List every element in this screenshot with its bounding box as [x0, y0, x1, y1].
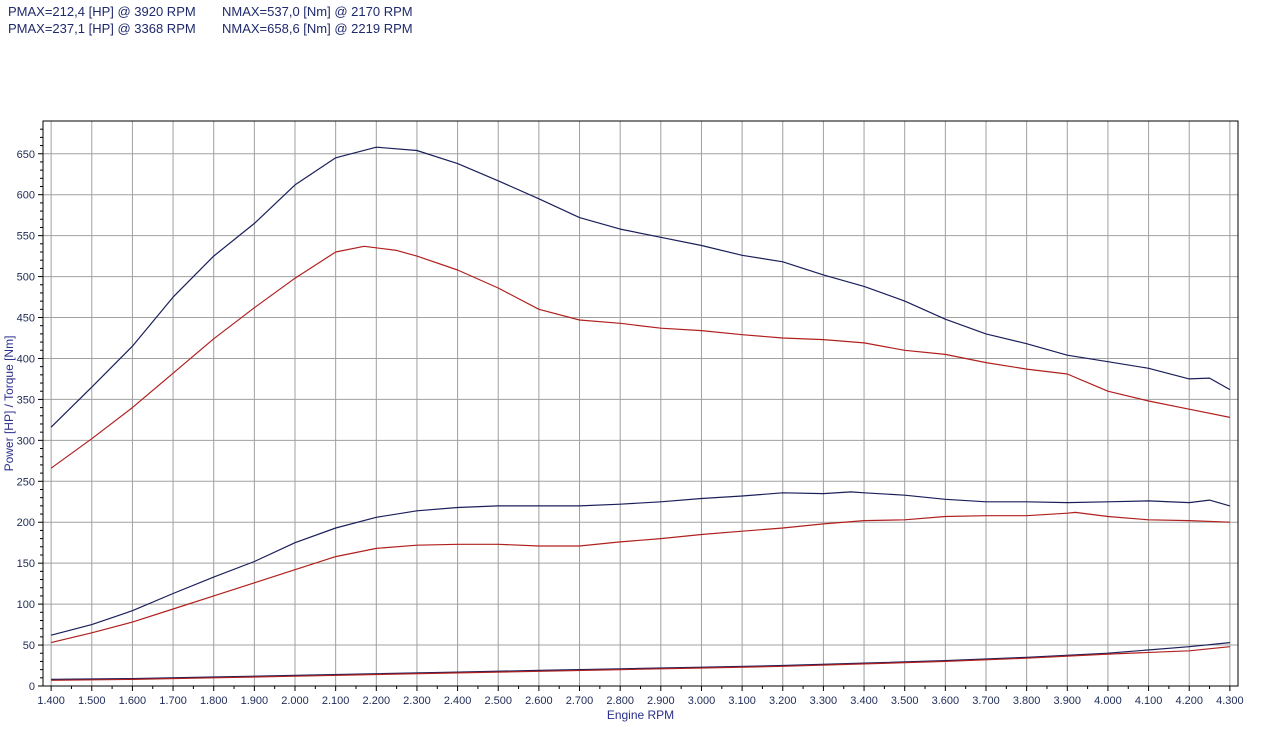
y-tick-label: 200 [17, 517, 35, 529]
pmax-stock: PMAX=212,4 [HP] @ 3920 RPM [8, 4, 196, 19]
x-tick-label: 2.000 [281, 695, 309, 707]
x-tick-label: 3.200 [769, 695, 797, 707]
y-tick-label: 100 [17, 599, 35, 611]
x-tick-label: 1.500 [78, 695, 106, 707]
nmax-tuned: NMAX=658,6 [Nm] @ 2219 RPM [222, 21, 413, 36]
x-tick-label: 3.300 [810, 695, 838, 707]
header-stats: PMAX=212,4 [HP] @ 3920 RPM NMAX=537,0 [N… [8, 3, 413, 37]
x-tick-label: 3.100 [728, 695, 756, 707]
y-tick-label: 450 [17, 313, 35, 325]
y-tick-label: 350 [17, 394, 35, 406]
x-axis-label: Engine RPM [607, 708, 674, 722]
pmax-tuned: PMAX=237,1 [HP] @ 3368 RPM [8, 21, 196, 36]
y-tick-label: 600 [17, 190, 35, 202]
y-tick-label: 250 [17, 476, 35, 488]
y-axis-label: Power [HP] / Torque [Nm] [2, 336, 16, 472]
x-tick-label: 2.500 [484, 695, 512, 707]
x-tick-label: 2.600 [525, 695, 553, 707]
x-tick-label: 1.400 [37, 695, 65, 707]
x-tick-label: 2.200 [363, 695, 391, 707]
x-tick-label: 2.400 [444, 695, 472, 707]
nmax-stock: NMAX=537,0 [Nm] @ 2170 RPM [222, 4, 413, 19]
series-line-loss-4 [51, 642, 1230, 680]
x-tick-label: 3.900 [1054, 695, 1082, 707]
series-line-power-3 [50, 511, 1230, 644]
y-tick-label: 300 [17, 435, 35, 447]
x-tick-label: 4.100 [1135, 695, 1163, 707]
series-group [50, 146, 1231, 681]
x-tick-label: 4.300 [1216, 695, 1244, 707]
x-tick-label: 4.200 [1175, 695, 1203, 707]
x-tick-label: 3.000 [688, 695, 716, 707]
y-tick-label: 150 [17, 558, 35, 570]
x-tick-label: 3.600 [932, 695, 960, 707]
series-line-loss-5 [51, 646, 1230, 681]
y-tick-label: 500 [17, 272, 35, 284]
x-tick-label: 2.800 [606, 695, 634, 707]
x-tick-label: 3.500 [891, 695, 919, 707]
grid [43, 121, 1238, 687]
x-tick-label: 1.600 [119, 695, 147, 707]
x-tick-label: 3.700 [972, 695, 1000, 707]
x-tick-label: 2.700 [566, 695, 594, 707]
x-tick-label: 1.900 [241, 695, 269, 707]
series-line-torque-1 [50, 245, 1231, 469]
y-tick-label: 0 [29, 681, 35, 693]
stats-row-stock: PMAX=212,4 [HP] @ 3920 RPM NMAX=537,0 [N… [8, 3, 413, 20]
x-tick-label: 3.400 [850, 695, 878, 707]
series-line-torque-0 [50, 146, 1231, 428]
y-tick-label: 550 [17, 231, 35, 243]
y-tick-label: 650 [17, 149, 35, 161]
stats-row-tuned: PMAX=237,1 [HP] @ 3368 RPM NMAX=658,6 [N… [8, 20, 413, 37]
x-tick-label: 4.000 [1094, 695, 1122, 707]
x-tick-label: 1.700 [159, 695, 187, 707]
y-tick-label: 50 [23, 640, 35, 652]
axes: 1.400 1.500 1.600 1.700 1.800 1.900 2.000 2.100… [17, 120, 1244, 707]
y-tick-label: 400 [17, 353, 35, 365]
plot-area [43, 121, 1238, 686]
x-tick-label: 2.900 [647, 695, 675, 707]
series-line-power-2 [50, 491, 1231, 636]
x-tick-label: 2.300 [403, 695, 431, 707]
x-tick-label: 2.100 [322, 695, 350, 707]
plot-frame [42, 120, 1239, 687]
x-tick-label: 1.800 [200, 695, 228, 707]
x-tick-label: 3.800 [1013, 695, 1041, 707]
